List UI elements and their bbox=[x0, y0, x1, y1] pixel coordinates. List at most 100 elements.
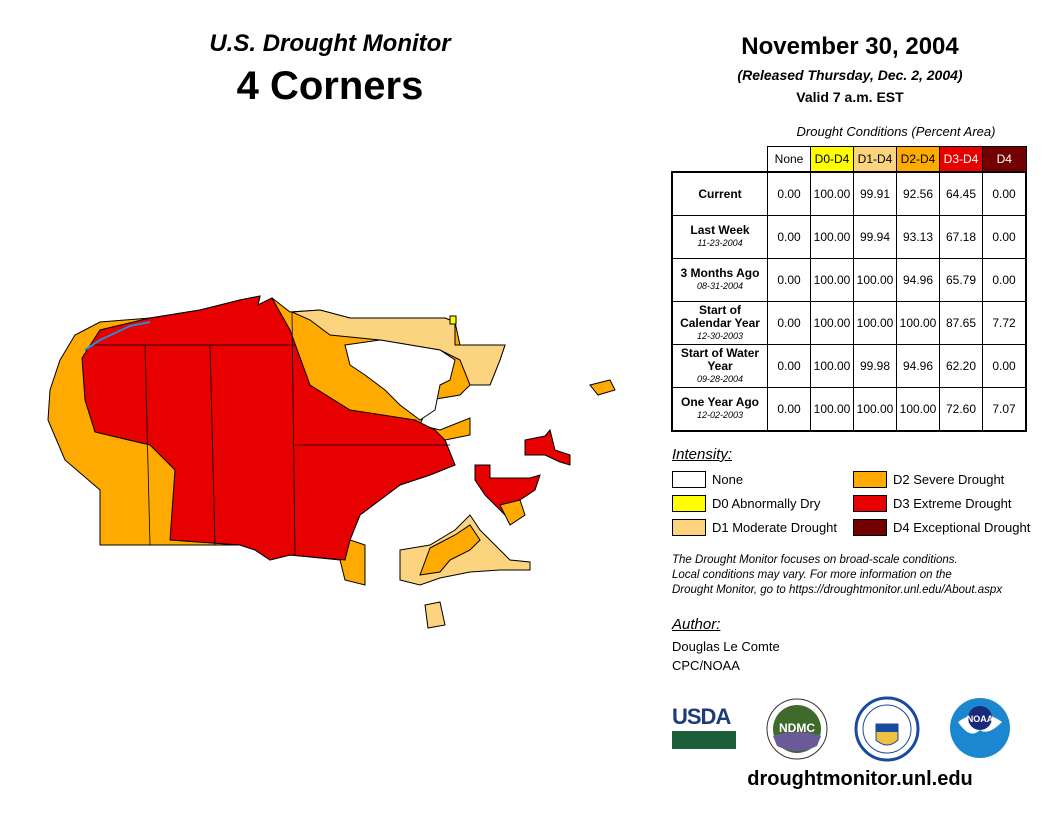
disclaimer-note: The Drought Monitor focuses on broad-sca… bbox=[672, 553, 1052, 598]
table-row: Current 0.00 100.00 99.91 92.56 64.45 0.00 bbox=[671, 171, 1027, 216]
row-date: 08-31-2004 bbox=[696, 281, 744, 291]
region-d2-islands bbox=[589, 379, 616, 396]
valid-time: Valid 7 a.m. EST bbox=[796, 89, 904, 105]
legend-swatch bbox=[853, 495, 887, 512]
legend-swatch bbox=[853, 519, 887, 536]
table-cell: 67.18 bbox=[939, 215, 983, 259]
table-cell: 100.00 bbox=[810, 215, 854, 259]
region-d2-east bbox=[499, 499, 526, 526]
table-cell: 0.00 bbox=[767, 171, 811, 216]
map-date: November 30, 2004 bbox=[741, 33, 959, 60]
region-d3-east bbox=[474, 464, 541, 516]
table-cell: 100.00 bbox=[896, 387, 940, 432]
column-header: D1-D4 bbox=[853, 146, 897, 173]
legend-item: D4 Exceptional Drought bbox=[853, 519, 1030, 536]
region-d1-north bbox=[291, 309, 506, 386]
table-cell: 100.00 bbox=[853, 258, 897, 302]
table-cell: 64.45 bbox=[939, 171, 983, 216]
table-cell: 0.00 bbox=[982, 258, 1027, 302]
legend-label: D4 Exceptional Drought bbox=[893, 520, 1031, 535]
ndmc-logo: NDMC bbox=[766, 698, 828, 760]
table-cell: 100.00 bbox=[810, 171, 854, 216]
table-cell: 62.20 bbox=[939, 344, 983, 388]
region-d3-main bbox=[81, 295, 456, 561]
table-cell: 65.79 bbox=[939, 258, 983, 302]
table-cell: 0.00 bbox=[767, 215, 811, 259]
table-cell: 92.56 bbox=[896, 171, 940, 216]
column-header: None bbox=[767, 146, 811, 173]
table-cell: 0.00 bbox=[767, 387, 811, 432]
table-cell: 94.96 bbox=[896, 344, 940, 388]
legend-swatch bbox=[672, 495, 706, 512]
legend-label: D2 Severe Drought bbox=[893, 472, 1005, 487]
region-d2-south bbox=[419, 524, 481, 576]
legend-label: D3 Extreme Drought bbox=[893, 496, 1012, 511]
website-url[interactable]: droughtmonitor.unl.edu bbox=[747, 768, 973, 790]
note-line[interactable]: Drought Monitor, go to https://droughtmo… bbox=[672, 584, 1003, 596]
row-header: Last Week 11-23-2004 bbox=[671, 215, 768, 259]
drought-map bbox=[47, 295, 616, 629]
table-cell: 0.00 bbox=[982, 171, 1027, 216]
table-cell: 100.00 bbox=[810, 301, 854, 345]
region-d3-ne bbox=[524, 428, 571, 466]
table-cell: 100.00 bbox=[853, 387, 897, 432]
table-cell: 7.07 bbox=[982, 387, 1027, 432]
table-cell: 0.00 bbox=[767, 258, 811, 302]
table-cell: 99.94 bbox=[853, 215, 897, 259]
table-cell: 100.00 bbox=[810, 344, 854, 388]
svg-text:NDMC: NDMC bbox=[779, 721, 815, 735]
table-cell: 7.72 bbox=[982, 301, 1027, 345]
table-corner bbox=[672, 146, 768, 173]
drought-conditions-table: None D0-D4 D1-D4 D2-D4 D3-D4 D4 Current 0.00 10… bbox=[671, 146, 1027, 432]
row-label: Current bbox=[698, 186, 742, 201]
table-row: Start of Calendar Year 12-30-2003 0.00 100.… bbox=[671, 301, 1027, 345]
table-cell: 0.00 bbox=[982, 215, 1027, 259]
row-label: Start of Calendar Year bbox=[680, 302, 760, 330]
legend-label: D0 Abnormally Dry bbox=[712, 496, 821, 511]
legend-title: Intensity: bbox=[672, 446, 733, 463]
noaa-logo: NOAA bbox=[950, 698, 1010, 758]
commerce-seal bbox=[854, 696, 920, 762]
legend-item: None bbox=[672, 471, 743, 488]
table-cell: 100.00 bbox=[853, 301, 897, 345]
column-header: D4 bbox=[982, 146, 1027, 173]
table-cell: 94.96 bbox=[896, 258, 940, 302]
table-cell: 0.00 bbox=[982, 344, 1027, 388]
row-label: Last Week bbox=[690, 223, 750, 237]
region-title: 4 Corners bbox=[236, 64, 424, 108]
region-d0 bbox=[449, 315, 457, 325]
author-org: CPC/NOAA bbox=[672, 658, 740, 673]
table-row: 3 Months Ago 08-31-2004 0.00 100.00 100.00 94… bbox=[671, 258, 1027, 302]
legend-swatch bbox=[853, 471, 887, 488]
usda-logo: USDA bbox=[672, 704, 736, 749]
legend-swatch bbox=[672, 471, 706, 488]
map-title: U.S. Drought Monitor bbox=[209, 30, 451, 57]
table-row: Start of Water Year 09-28-2004 0.00 100.00 9… bbox=[671, 344, 1027, 388]
row-date: 11-23-2004 bbox=[697, 238, 743, 248]
river bbox=[84, 321, 151, 351]
row-date: 12-02-2003 bbox=[696, 410, 744, 420]
row-header: Current bbox=[671, 171, 768, 216]
table-cell: 72.60 bbox=[939, 387, 983, 432]
table-cell: 93.13 bbox=[896, 215, 940, 259]
author-name: Douglas Le Comte bbox=[672, 639, 780, 654]
table-row: One Year Ago 12-02-2003 0.00 100.00 100.00 10… bbox=[671, 387, 1027, 432]
note-line: The Drought Monitor focuses on broad-sca… bbox=[672, 554, 958, 566]
row-header: 3 Months Ago 08-31-2004 bbox=[671, 258, 768, 302]
legend-label: None bbox=[712, 472, 744, 487]
author-title: Author: bbox=[672, 616, 721, 633]
release-date: (Released Thursday, Dec. 2, 2004) bbox=[737, 67, 963, 83]
legend-item: D0 Abnormally Dry bbox=[672, 495, 820, 512]
row-header: Start of Water Year 09-28-2004 bbox=[671, 344, 768, 388]
county-lines bbox=[90, 311, 450, 556]
svg-text:NOAA: NOAA bbox=[967, 714, 994, 724]
table-cell: 100.00 bbox=[810, 258, 854, 302]
legend-swatch bbox=[672, 519, 706, 536]
row-date: 09-28-2004 bbox=[696, 373, 744, 384]
column-header: D0-D4 bbox=[810, 146, 854, 173]
legend-item: D2 Severe Drought bbox=[853, 471, 1004, 488]
column-header: D3-D4 bbox=[939, 146, 983, 173]
row-header: Start of Calendar Year 12-30-2003 bbox=[671, 301, 768, 345]
table-caption: Drought Conditions (Percent Area) bbox=[796, 124, 996, 139]
legend-item: D1 Moderate Drought bbox=[672, 519, 837, 536]
